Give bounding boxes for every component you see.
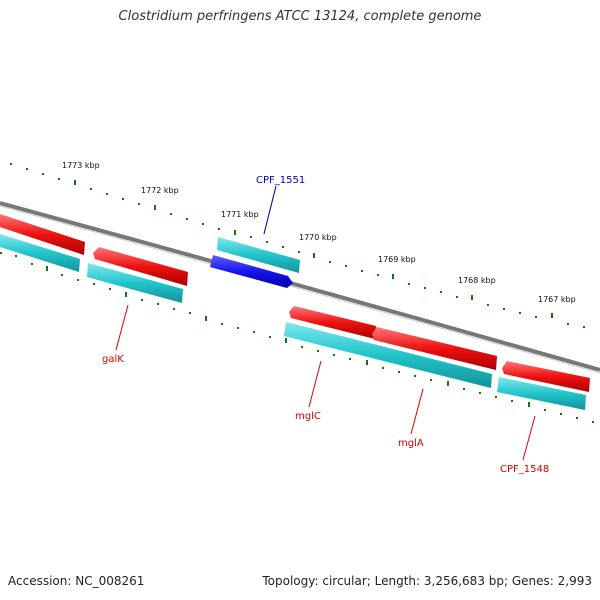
genome-backbone-highlight (0, 205, 600, 374)
genome-summary: Topology: circular; Length: 3,256,683 bp… (262, 574, 592, 588)
forward-gene-left (0, 214, 85, 255)
gene-label-CPF_1551: CPF_1551 (256, 175, 305, 186)
leader-galK (115, 304, 129, 351)
map-title: Clostridium perfringens ATCC 13124, comp… (118, 9, 482, 24)
scale-label-1767: 1767 kbp (538, 295, 576, 304)
forward-gene-CPF_1548 (502, 361, 590, 392)
scale-label-1773: 1773 kbp (62, 161, 100, 170)
leader-CPF_1548 (522, 415, 536, 461)
inner-tick-ring (0, 252, 594, 423)
gene-label-mglA: mglA (398, 438, 424, 449)
gene-label-CPF_1548: CPF_1548 (500, 464, 549, 475)
scale-label-1768: 1768 kbp (458, 276, 496, 285)
leader-mglA (410, 388, 424, 435)
gene-label-mglC: mglC (295, 411, 321, 422)
scale-label-1771: 1771 kbp (221, 210, 259, 219)
genome-backbone (0, 201, 600, 372)
cds-track (0, 234, 586, 410)
scale-label-1769: 1769 kbp (378, 255, 416, 264)
leader-mglC (308, 360, 322, 408)
forward-gene-mglA (372, 327, 497, 370)
scale-label-1770: 1770 kbp (299, 233, 337, 242)
accession-label: Accession: NC_008261 (8, 574, 145, 588)
highlight-gene-CPF_1551 (210, 255, 293, 288)
outer-tick-ring (10, 163, 585, 328)
leader-CPF_1551 (263, 185, 277, 235)
forward-gene-mglC (289, 306, 376, 339)
gene-label-galK: galK (102, 354, 124, 365)
scale-label-1772: 1772 kbp (141, 186, 179, 195)
forward-gene-galK (93, 247, 188, 286)
